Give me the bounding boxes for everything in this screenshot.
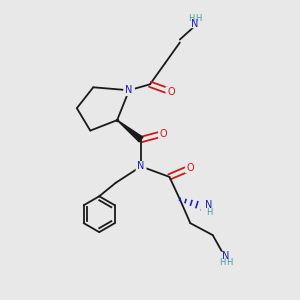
FancyBboxPatch shape bbox=[166, 86, 176, 97]
Polygon shape bbox=[117, 120, 143, 142]
Text: O: O bbox=[160, 129, 167, 139]
FancyBboxPatch shape bbox=[185, 163, 196, 173]
Text: O: O bbox=[187, 163, 194, 173]
FancyBboxPatch shape bbox=[187, 15, 203, 28]
FancyBboxPatch shape bbox=[123, 85, 135, 96]
FancyBboxPatch shape bbox=[218, 252, 234, 266]
Text: H: H bbox=[206, 208, 212, 217]
Text: N: N bbox=[137, 161, 145, 171]
Text: H: H bbox=[188, 14, 194, 23]
Text: H: H bbox=[219, 258, 226, 267]
Text: O: O bbox=[167, 87, 175, 97]
Text: N: N bbox=[223, 251, 230, 261]
FancyBboxPatch shape bbox=[201, 201, 215, 215]
Text: H: H bbox=[195, 14, 202, 23]
FancyBboxPatch shape bbox=[136, 161, 146, 172]
Text: N: N bbox=[125, 85, 133, 95]
Text: N: N bbox=[205, 200, 212, 210]
FancyBboxPatch shape bbox=[158, 128, 169, 139]
Text: H: H bbox=[226, 258, 233, 267]
Text: N: N bbox=[191, 19, 199, 29]
